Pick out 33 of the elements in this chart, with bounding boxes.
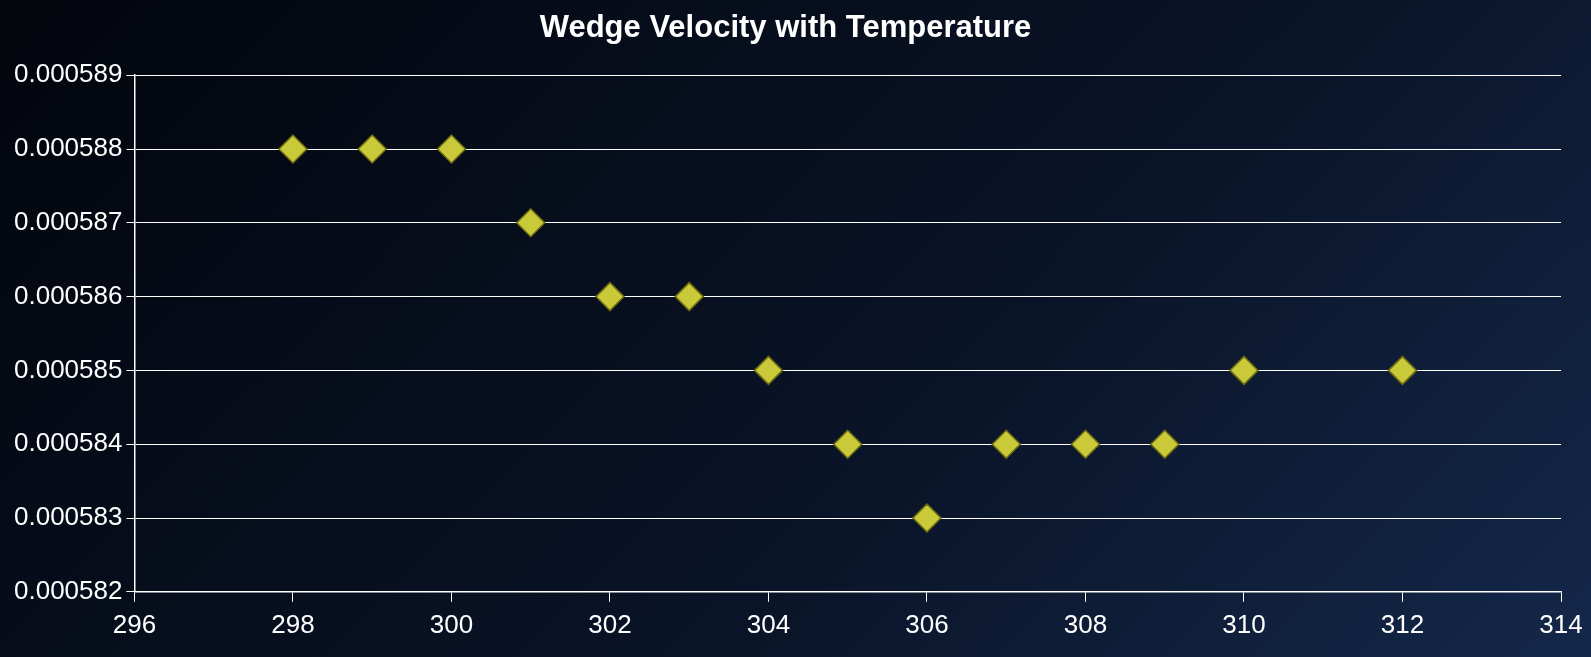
point <box>595 281 625 312</box>
x-tick-label: 306 <box>905 608 949 639</box>
point <box>278 134 308 164</box>
point <box>1229 355 1259 386</box>
y-tick-label: 0.000585 <box>13 353 123 384</box>
point <box>912 503 942 533</box>
point <box>357 134 387 164</box>
y-tick-label: 0.000584 <box>13 427 123 458</box>
x-tick-label: 308 <box>1063 608 1108 639</box>
point <box>515 208 546 238</box>
point <box>674 281 704 312</box>
x-tick-label: 304 <box>746 608 791 639</box>
y-tick-label: 0.000582 <box>13 574 123 605</box>
x-tick-label: 312 <box>1380 608 1425 639</box>
x-tick-label: 314 <box>1539 608 1583 639</box>
point <box>1149 429 1180 459</box>
point <box>991 429 1021 459</box>
y-tick-label: 0.000588 <box>13 132 123 163</box>
y-tick-label: 0.000583 <box>13 501 123 532</box>
x-tick-label: 296 <box>112 608 157 639</box>
chart-title: Wedge Velocity with Temperature <box>539 9 1032 45</box>
point <box>1387 355 1418 386</box>
y-tick-label: 0.000587 <box>13 205 123 236</box>
y-tick-label: 0.000589 <box>13 58 123 89</box>
x-tick-label: 300 <box>429 608 474 639</box>
x-tick-label: 302 <box>588 608 632 639</box>
point <box>436 134 467 164</box>
y-tick-label: 0.000586 <box>13 279 123 310</box>
x-tick-label: 310 <box>1222 608 1266 639</box>
x-tick-label: 298 <box>271 608 315 639</box>
point <box>1070 429 1101 459</box>
point <box>832 429 863 459</box>
point <box>753 355 784 386</box>
